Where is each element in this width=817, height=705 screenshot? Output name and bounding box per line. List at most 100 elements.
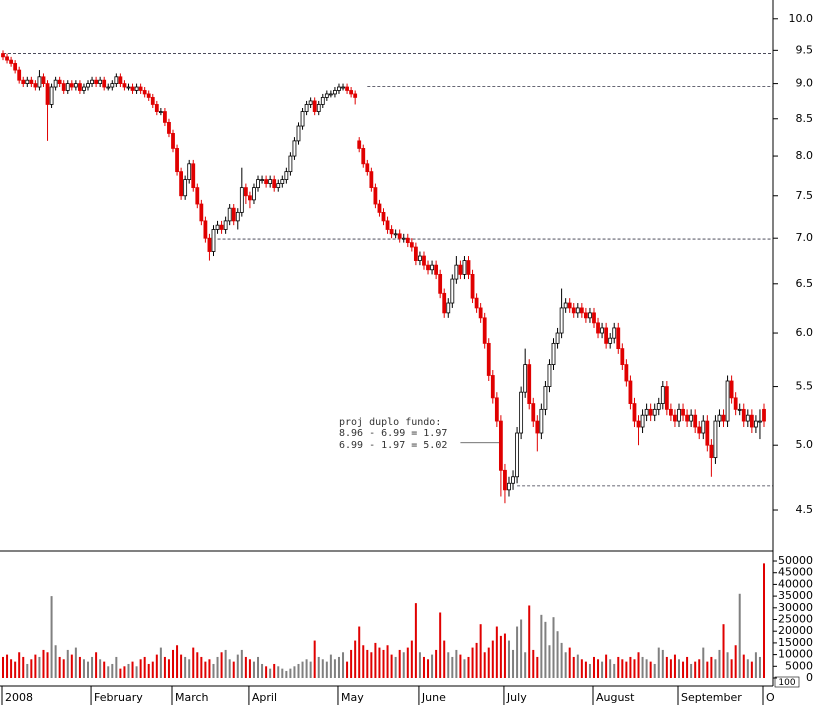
volume-bar (410, 640, 413, 678)
volume-bar (151, 661, 154, 678)
volume-bar (378, 647, 381, 678)
volume-bar (252, 661, 255, 678)
volume-bar (382, 649, 385, 678)
volume-bar (273, 663, 276, 678)
candle-body (681, 408, 685, 416)
candle-body (167, 121, 171, 134)
candle-body (324, 93, 329, 98)
volume-bar (269, 668, 272, 678)
volume-bar (467, 656, 470, 678)
volume-bar (321, 659, 324, 678)
volume-bar (216, 656, 219, 678)
candle-body (69, 83, 74, 88)
volume-tick-label: 30000 (778, 601, 813, 614)
candle-body (701, 420, 706, 434)
volume-bar (665, 656, 668, 678)
volume-bar (135, 666, 138, 678)
candle-body (482, 317, 487, 344)
volume-tick-label: 45000 (778, 566, 813, 579)
volume-bar (633, 659, 636, 678)
candle-body (652, 408, 657, 416)
grid-layer (3, 53, 773, 487)
candle-body (158, 111, 163, 113)
volume-bar (702, 647, 705, 678)
candle-body (551, 342, 556, 365)
volume-bar (115, 656, 118, 678)
volume-bar (176, 645, 179, 678)
candle-body (640, 414, 645, 428)
candle-body (78, 83, 82, 91)
volume-bar (520, 619, 523, 678)
candle-body (745, 414, 750, 422)
volume-bar (257, 656, 260, 678)
candle-body (729, 380, 734, 399)
candle-body (276, 183, 281, 189)
candle-body (583, 312, 588, 319)
candle-body (628, 380, 633, 404)
volume-bar (358, 626, 361, 678)
candle-body (256, 179, 260, 189)
volume-bar (657, 647, 660, 678)
x-tick-label: August (596, 691, 635, 704)
candle-body (494, 397, 499, 422)
candle-body (660, 386, 665, 404)
candle-body (1, 53, 5, 58)
volume-bar (459, 654, 462, 678)
volume-bar (503, 633, 506, 678)
candle-body (142, 90, 147, 95)
x-tick-label: February (94, 691, 143, 704)
candle-body (146, 93, 151, 98)
candle-body (567, 302, 572, 309)
candle-body (612, 327, 617, 339)
candle-body (252, 187, 256, 201)
candle-body (333, 90, 337, 95)
volume-bar (38, 656, 41, 678)
volume-bar (244, 656, 247, 678)
candle-body (118, 76, 123, 84)
candle-body (300, 111, 305, 127)
y-tick-label: 8.5 (796, 112, 814, 125)
candle-body (175, 148, 179, 173)
candle-body (280, 179, 285, 184)
candle-body (49, 86, 54, 105)
candle-body (381, 211, 386, 222)
volume-bar (78, 656, 81, 678)
volume-bar (613, 663, 616, 678)
volume-bar (568, 647, 571, 678)
volume-bar (560, 642, 563, 678)
candle-body (741, 408, 746, 422)
candle-body (588, 312, 592, 319)
candle-body (288, 155, 293, 173)
candle-body (592, 312, 596, 324)
candle-body (385, 220, 390, 230)
volume-bar (706, 661, 709, 678)
candle-body (466, 260, 471, 275)
candle-body (673, 414, 677, 422)
volume-bar (354, 640, 357, 678)
candle-body (45, 83, 50, 105)
y-tick-label: 9.5 (796, 43, 814, 56)
volume-bar (763, 563, 765, 678)
volume-bar (682, 661, 685, 678)
volume-bar (451, 656, 454, 678)
candle-body (426, 264, 430, 271)
candle-body (664, 386, 669, 410)
volume-bar (192, 647, 195, 678)
marks-layer (1, 50, 766, 678)
y-tick-label: 7.5 (796, 189, 814, 202)
volume-bar (123, 666, 126, 678)
volume-bar (516, 626, 519, 678)
candle-body (154, 104, 159, 112)
volume-bar (99, 659, 102, 678)
volume-bar (641, 656, 644, 678)
volume-bar (42, 649, 45, 678)
candle-body (353, 93, 358, 98)
volume-tick-label: 10000 (778, 648, 813, 661)
candle-body (215, 224, 220, 230)
y-tick-label: 10.0 (789, 12, 814, 25)
volume-bar (147, 663, 150, 678)
volume-bar (580, 659, 583, 678)
candle-body (644, 408, 649, 416)
